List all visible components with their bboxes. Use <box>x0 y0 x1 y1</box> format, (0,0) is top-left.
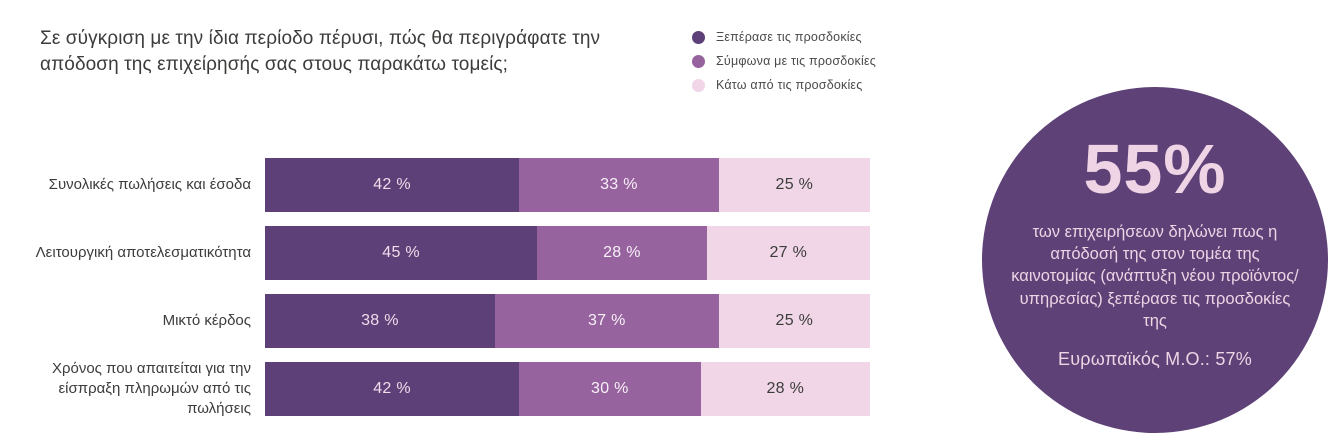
segment-value-label: 25 % <box>775 312 814 329</box>
stacked-bar: 45 % 28 % 27 % <box>265 226 870 280</box>
chart-row: Συνολικές πωλήσεις και έσοδα 42 % 33 % 25 % <box>30 158 870 212</box>
bar-segment: 28 % <box>700 362 870 416</box>
highlight-description: των επιχειρήσεων δηλώνει πως η απόδοσή τ… <box>1011 222 1299 331</box>
segment-value-label: 42 % <box>373 176 411 193</box>
legend-item: Ξεπέρασε τις προσδοκίες <box>692 30 876 44</box>
segment-value-label: 27 % <box>769 244 808 261</box>
legend-item: Κάτω από τις προσδοκίες <box>692 78 876 92</box>
segment-value-label: 25 % <box>775 176 814 193</box>
bar-segment: 25 % <box>718 294 870 348</box>
segment-value-label: 33 % <box>600 176 638 193</box>
category-label: Μικτό κέρδος <box>162 312 251 330</box>
chart-legend: Ξεπέρασε τις προσδοκίες Σύμφωνα με τις πρ… <box>692 30 876 92</box>
highlight-benchmark: Ευρωπαϊκός Μ.Ο.: 57% <box>1058 348 1252 369</box>
legend-label: Σύμφωνα με τις προσδοκίες <box>716 54 876 68</box>
bar-segment: 45 % <box>265 226 538 280</box>
segment-value-label: 38 % <box>361 312 399 329</box>
chart-title: Σε σύγκριση με την ίδια περίοδο πέρυσι, … <box>40 28 601 76</box>
segment-value-label: 45 % <box>382 244 420 261</box>
segment-value-label: 30 % <box>591 380 629 397</box>
category-label: Λειτουργική αποτελεσματικότητα <box>35 244 251 262</box>
stacked-bar: 42 % 30 % 28 % <box>265 362 870 416</box>
stacked-bar: 42 % 33 % 25 % <box>265 158 870 212</box>
legend-dot-icon <box>692 54 705 68</box>
legend-dot-icon <box>692 30 705 44</box>
segment-value-label: 37 % <box>587 312 626 329</box>
bar-segment: 42 % <box>265 362 520 416</box>
stacked-bar: 38 % 37 % 25 % <box>265 294 870 348</box>
legend-label: Κάτω από τις προσδοκίες <box>716 78 863 92</box>
segment-value-label: 42 % <box>373 380 411 397</box>
chart-row: Λειτουργική αποτελεσματικότητα 45 % 28 % 27… <box>30 226 870 280</box>
bar-segment: 37 % <box>494 294 719 348</box>
bar-segment: 38 % <box>265 294 495 348</box>
legend-dot-icon <box>692 78 705 92</box>
bar-segment: 30 % <box>519 362 701 416</box>
highlight-circle: 55% των επιχειρήσεων δηλώνει πως η απόδο… <box>982 87 1328 433</box>
legend-label: Ξεπέρασε τις προσδοκίες <box>716 30 862 44</box>
highlight-value: 55% <box>1083 130 1227 208</box>
bar-segment: 27 % <box>706 226 870 280</box>
bar-segment: 25 % <box>718 158 870 212</box>
chart-row: Μικτό κέρδος 38 % 37 % 25 % <box>30 294 870 348</box>
bar-segment: 33 % <box>519 158 719 212</box>
category-label: Συνολικές πωλήσεις και έσοδα <box>48 176 251 194</box>
chart-row: Χρόνος που απαιτείται για την είσπραξη π… <box>30 360 870 417</box>
bar-segment: 42 % <box>265 158 520 212</box>
segment-value-label: 28 % <box>766 380 805 397</box>
segment-value-label: 28 % <box>603 244 641 261</box>
category-label: Χρόνος που απαιτείται για την είσπραξη π… <box>51 360 251 417</box>
bar-segment: 28 % <box>537 226 707 280</box>
legend-item: Σύμφωνα με τις προσδοκίες <box>692 54 876 68</box>
stacked-bar-chart: Συνολικές πωλήσεις και έσοδα 42 % 33 % 25 %… <box>30 158 870 430</box>
